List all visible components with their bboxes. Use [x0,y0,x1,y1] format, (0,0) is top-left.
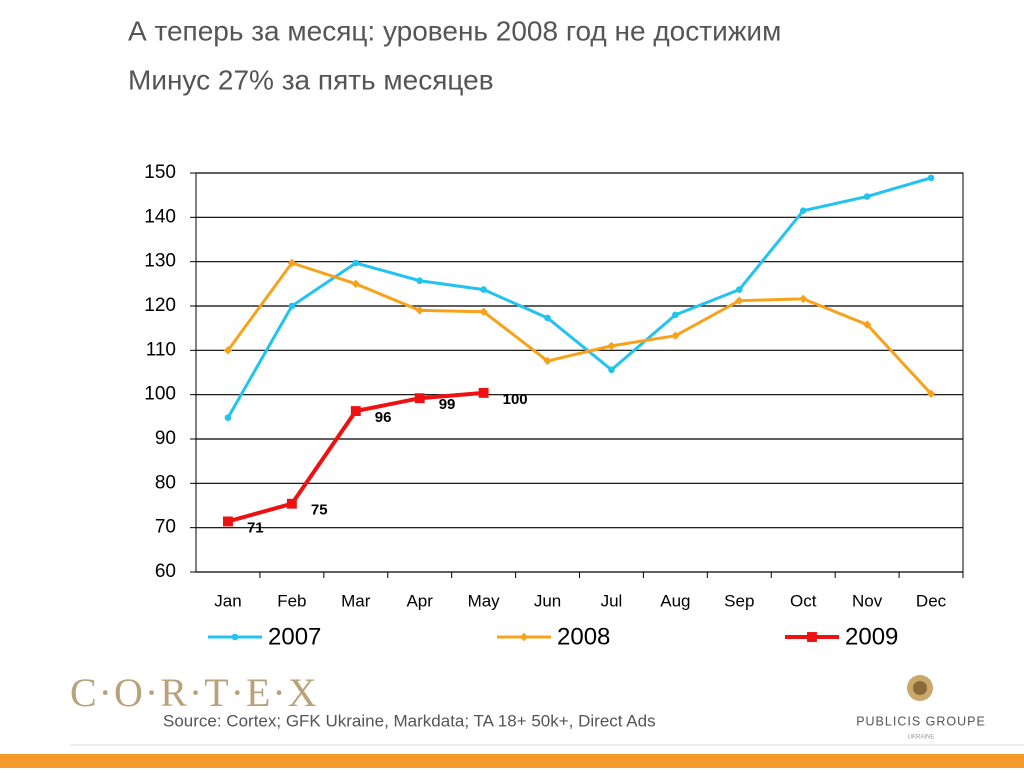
y-tick-label: 70 [155,517,176,538]
point [231,633,239,641]
point [352,259,360,267]
logo-sun [907,675,933,701]
point [223,346,233,355]
point [927,174,935,182]
legend-label: 2009 [845,623,898,650]
point [607,341,616,351]
logo-publicis-sub: UKRAINE [908,735,935,741]
source: Source: Cortex; GFK Ukraine, Markdata; T… [163,711,656,730]
point [286,498,297,509]
point [287,258,297,268]
point [671,331,680,340]
x-tick-label: Jun [534,591,561,610]
footer-bar [0,754,1024,768]
y-tick-label: 120 [144,295,176,316]
point [799,294,808,304]
data-label: 100 [503,391,528,408]
series-line [226,176,932,419]
point [479,307,488,316]
point [478,387,489,398]
point [862,320,872,329]
y-tick-label: 100 [144,384,176,405]
logo-publicis: PUBLICIS GROUPE [856,714,986,728]
series-line [226,261,933,395]
point [416,277,424,285]
y-tick-label: 150 [144,162,176,183]
legend-label: 2008 [557,623,610,650]
y-tick-label: 140 [144,206,176,227]
data-label: 71 [247,519,264,536]
point [480,286,487,293]
x-tick-label: Oct [790,591,817,610]
point [519,632,529,642]
legend-label: 2007 [268,623,321,650]
point [807,632,817,642]
logo-cortex: C·O·R·T·E·X [70,670,319,715]
x-tick-label: Jul [601,591,623,610]
point [350,406,361,417]
x-tick-label: Aug [660,591,690,610]
data-label: 99 [439,396,456,413]
x-tick-label: Feb [277,591,306,610]
x-tick-label: Nov [852,591,883,610]
title-line: А теперь за месяц: уровень 2008 год не д… [128,15,781,46]
point [863,193,871,200]
point [672,311,679,319]
x-tick-label: Mar [341,591,371,610]
point [223,516,233,527]
point [543,356,552,366]
data-label: 75 [311,502,328,519]
x-tick-label: May [468,591,501,610]
point [735,286,743,293]
point [288,302,296,310]
x-tick-label: Apr [406,591,433,610]
point [414,393,425,404]
x-tick-label: Sep [724,591,754,610]
point [224,414,232,422]
point [544,314,551,322]
y-tick-label: 90 [155,428,176,449]
point [735,296,744,305]
point [351,279,360,289]
x-tick-label: Dec [916,591,947,610]
y-tick-label: 60 [155,561,176,582]
point [415,306,424,315]
y-tick-label: 110 [146,339,176,360]
point [926,389,936,398]
point [799,207,807,214]
point [608,366,615,374]
title-line: Минус 27% за пять месяцев [128,64,494,95]
y-tick-label: 130 [144,251,176,272]
y-tick-label: 80 [155,472,176,493]
data-label: 96 [375,409,392,426]
x-tick-label: Jan [214,591,241,610]
